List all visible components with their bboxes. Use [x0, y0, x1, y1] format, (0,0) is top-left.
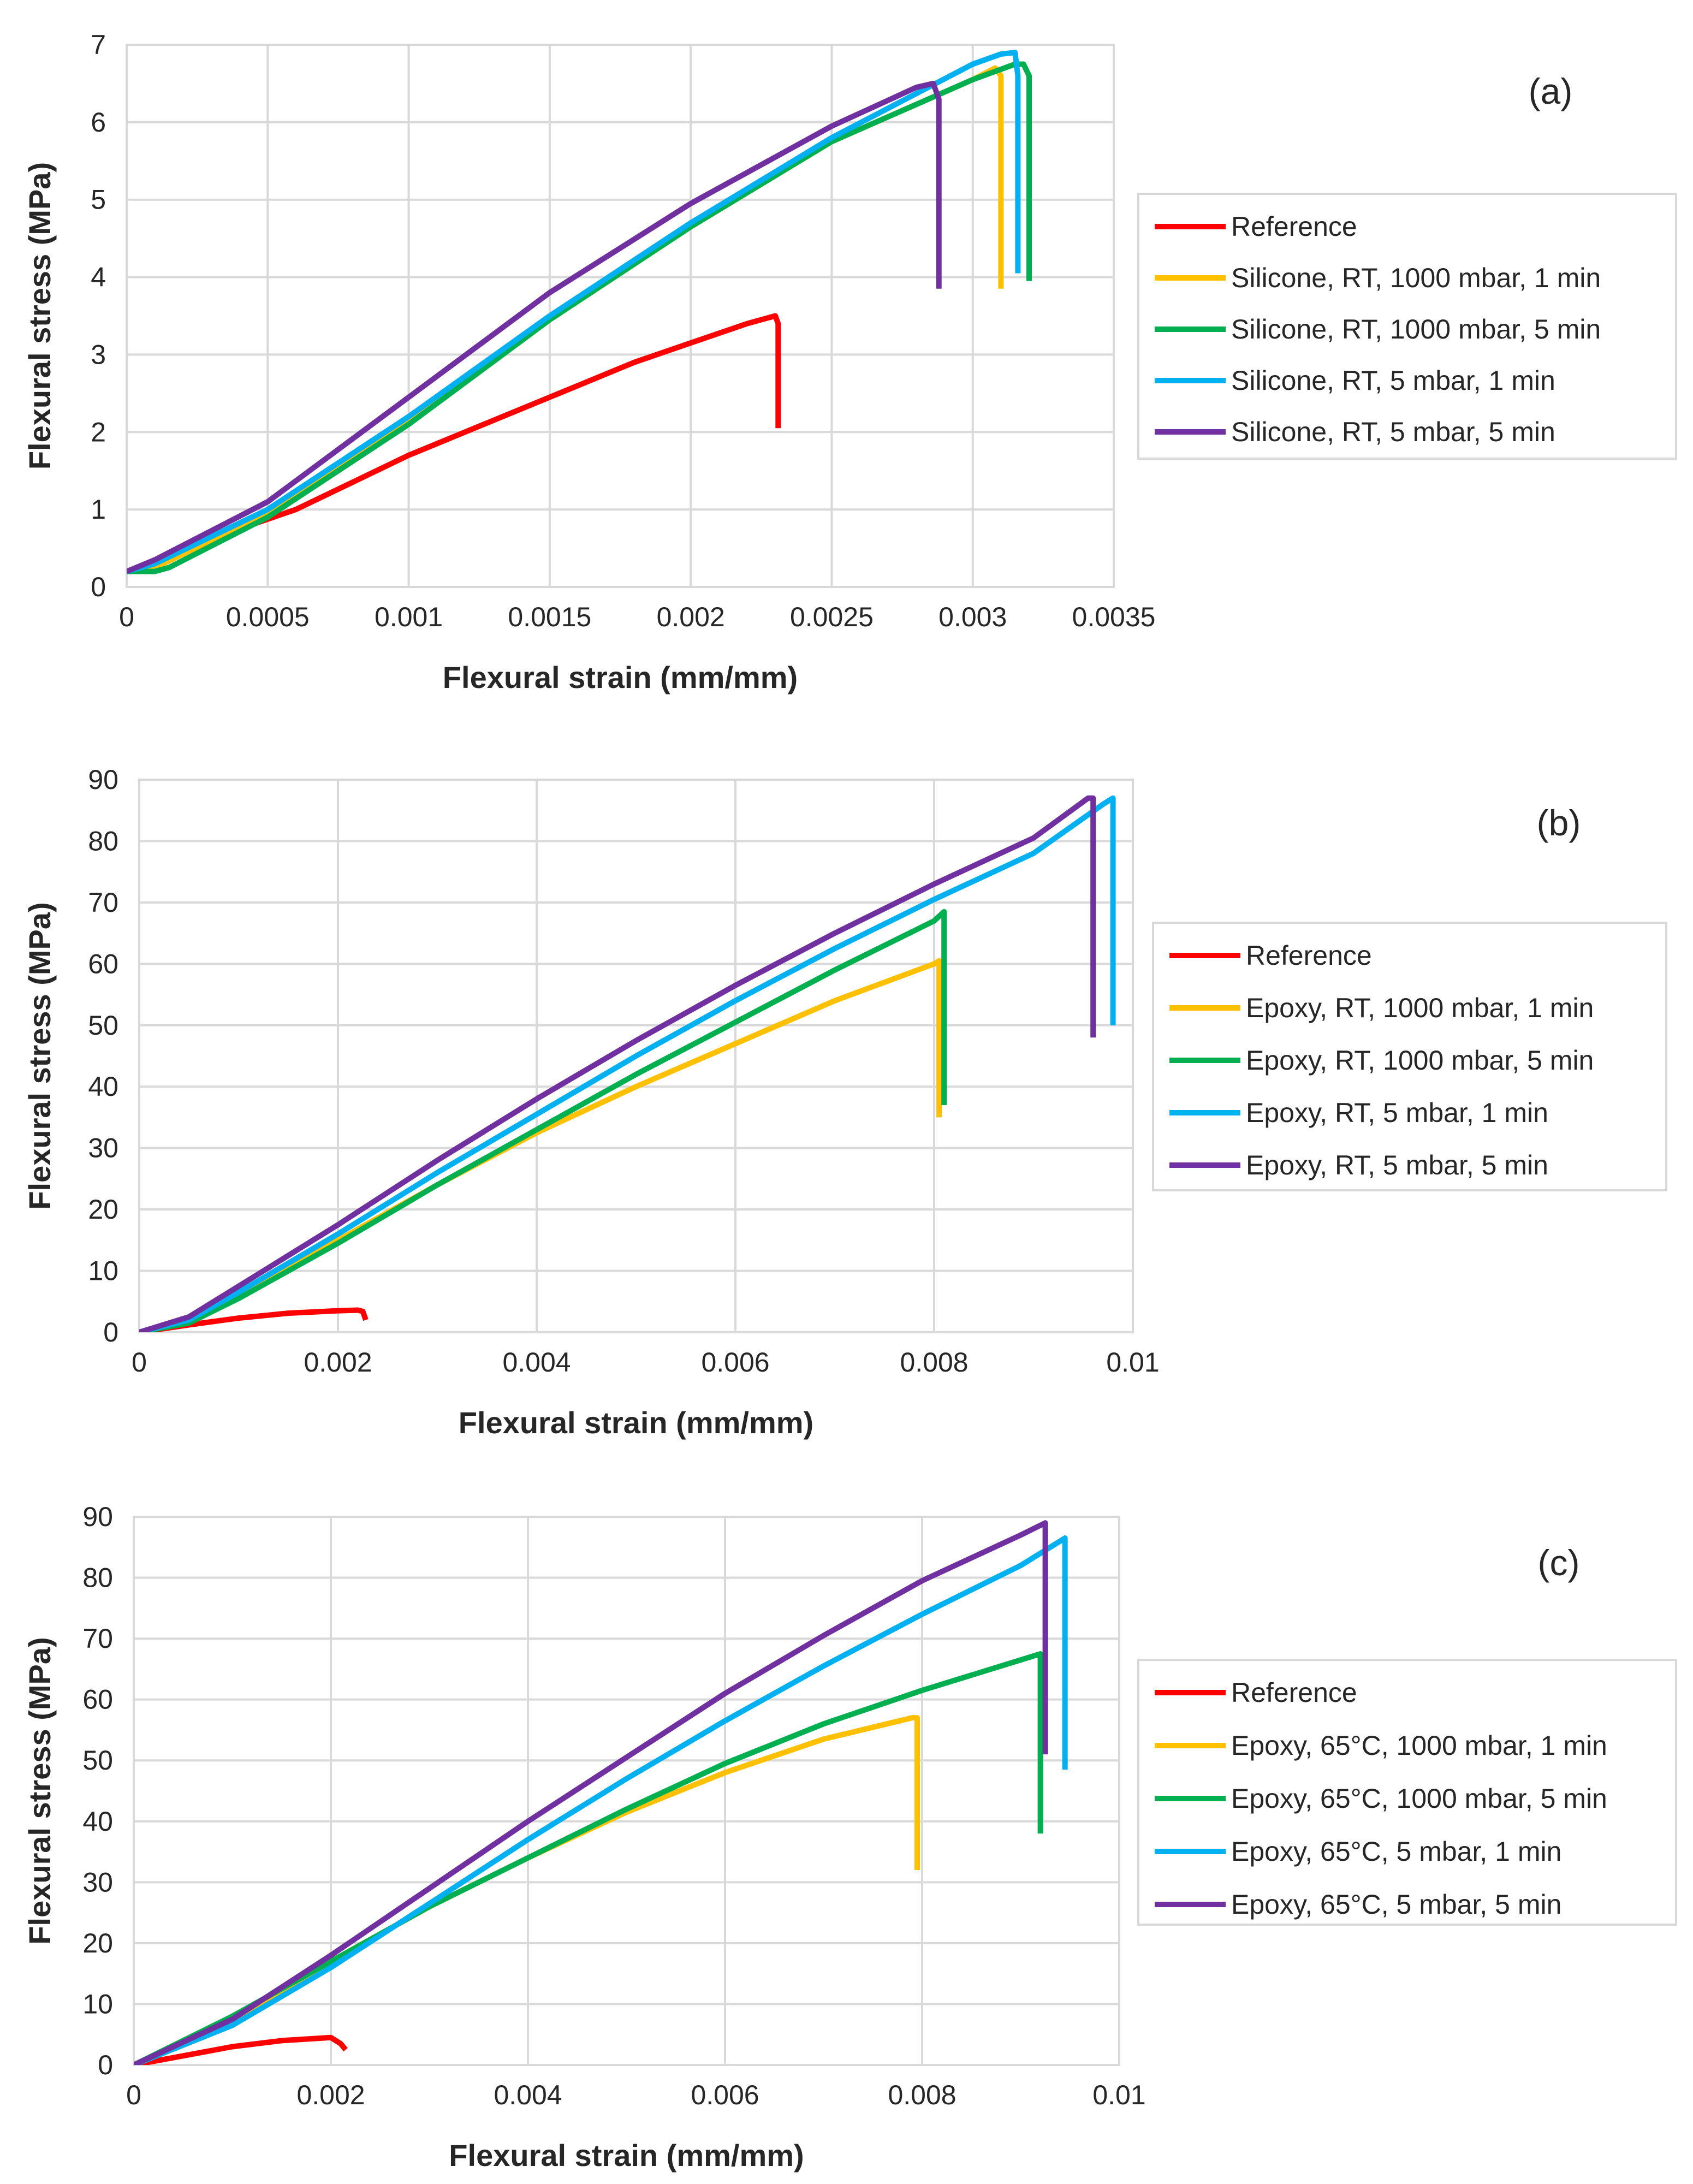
series-line-4 — [127, 80, 942, 574]
y-tick-label: 80 — [88, 826, 118, 856]
y-tick-label: 70 — [88, 887, 118, 918]
legend-label: Epoxy, 65°C, 1000 mbar, 1 min — [1231, 1730, 1607, 1761]
x-tick-label: 0.002 — [296, 2080, 365, 2110]
y-axis-title: Flexural stress (MPa) — [22, 1637, 57, 1944]
y-axis-title: Flexural stress (MPa) — [22, 162, 57, 470]
chart-panel-0: 0 0.0005 0.001 0.0015 0.002 0.0025 0.003 0.0035… — [22, 29, 1677, 695]
x-axis-title: Flexural strain (mm/mm) — [459, 1405, 813, 1440]
legend-label: Epoxy, 65°C, 5 mbar, 1 min — [1231, 1836, 1561, 1867]
series-line-0 — [134, 2034, 348, 2065]
series-line-2 — [139, 909, 947, 1332]
legend-label: Reference — [1246, 940, 1372, 971]
x-axis-title: Flexural strain (mm/mm) — [443, 660, 798, 695]
y-tick-label: 2 — [91, 417, 106, 447]
x-tick-label: 0.002 — [657, 602, 725, 632]
legend-label: Reference — [1231, 1677, 1357, 1708]
x-tick-label: 0.008 — [888, 2080, 956, 2110]
y-tick-label: 10 — [82, 1989, 113, 2019]
x-tick-label: 0.0005 — [226, 602, 310, 632]
y-tick-label: 5 — [91, 185, 106, 215]
y-tick-label: 4 — [91, 262, 106, 293]
panel-label: (a) — [1529, 71, 1573, 111]
y-tick-label: 30 — [82, 1867, 113, 1897]
y-tick-label: 60 — [88, 948, 118, 979]
y-tick-label: 60 — [82, 1684, 113, 1715]
x-tick-label: 0 — [119, 602, 134, 632]
legend-label: Epoxy, RT, 5 mbar, 5 min — [1246, 1150, 1548, 1180]
y-tick-label: 0 — [91, 572, 106, 602]
y-tick-label: 80 — [82, 1563, 113, 1593]
y-tick-label: 20 — [82, 1928, 113, 1959]
y-tick-label: 10 — [88, 1256, 118, 1286]
legend-label: Silicone, RT, 1000 mbar, 1 min — [1231, 263, 1601, 293]
y-tick-label: 0 — [98, 2050, 113, 2080]
x-tick-label: 0.0025 — [790, 602, 874, 632]
y-tick-label: 50 — [82, 1745, 113, 1776]
x-tick-label: 0.004 — [494, 2080, 562, 2110]
series-line-4 — [134, 1520, 1048, 2065]
y-tick-label: 90 — [82, 1502, 113, 1532]
legend-label: Epoxy, RT, 1000 mbar, 5 min — [1246, 1045, 1594, 1076]
series-line-0 — [139, 1307, 369, 1332]
x-tick-label: 0.0015 — [508, 602, 591, 632]
legend-label: Reference — [1231, 211, 1357, 242]
legend-label: Epoxy, RT, 5 mbar, 1 min — [1246, 1097, 1548, 1128]
x-tick-label: 0.01 — [1092, 2080, 1145, 2110]
y-tick-label: 20 — [88, 1194, 118, 1225]
x-tick-label: 0.006 — [701, 1347, 769, 1378]
chart-panel-2: 0 0.002 0.004 0.006 0.008 0.01 0 10 20 30 40 50 60 70… — [22, 1502, 1677, 2173]
plot-area — [133, 1516, 1120, 2066]
x-tick-label: 0.004 — [502, 1347, 571, 1378]
y-tick-label: 6 — [91, 107, 106, 138]
series-line-3 — [127, 50, 1021, 574]
x-tick-label: 0.001 — [375, 602, 443, 632]
x-tick-label: 0.008 — [900, 1347, 968, 1378]
x-tick-label: 0.006 — [691, 2080, 759, 2110]
x-tick-label: 0 — [126, 2080, 141, 2110]
legend-label: Epoxy, RT, 1000 mbar, 1 min — [1246, 993, 1594, 1023]
y-tick-label: 70 — [82, 1623, 113, 1654]
legend-label: Epoxy, 65°C, 5 mbar, 5 min — [1231, 1889, 1561, 1920]
y-tick-label: 30 — [88, 1133, 118, 1164]
y-tick-label: 1 — [91, 494, 106, 525]
x-tick-label: 0.003 — [938, 602, 1007, 632]
x-tick-label: 0.01 — [1106, 1347, 1159, 1378]
y-axis-title: Flexural stress (MPa) — [22, 902, 57, 1209]
x-tick-label: 0 — [132, 1347, 147, 1378]
legend-label: Epoxy, 65°C, 1000 mbar, 5 min — [1231, 1783, 1607, 1814]
legend-box — [1137, 193, 1677, 460]
y-tick-label: 7 — [91, 29, 106, 60]
x-tick-label: 0.002 — [304, 1347, 372, 1378]
legend-label: Silicone, RT, 5 mbar, 5 min — [1231, 417, 1555, 447]
y-tick-label: 0 — [103, 1317, 118, 1348]
series-line-2 — [127, 61, 1032, 574]
chart-panel-1: 0 0.002 0.004 0.006 0.008 0.01 0 10 20 30 40 50 60 70… — [22, 764, 1667, 1440]
panel-label: (c) — [1538, 1542, 1580, 1583]
panel-label: (b) — [1537, 803, 1581, 843]
series-line-2 — [134, 1651, 1043, 2065]
legend-box — [1137, 1659, 1677, 1926]
y-tick-label: 40 — [88, 1071, 118, 1102]
y-tick-label: 50 — [88, 1010, 118, 1041]
legend-box — [1152, 922, 1667, 1191]
x-tick-label: 0.0035 — [1072, 602, 1156, 632]
y-tick-label: 90 — [88, 764, 118, 795]
series-line-4 — [139, 795, 1096, 1332]
legend-label: Silicone, RT, 5 mbar, 1 min — [1231, 365, 1555, 396]
x-axis-title: Flexural strain (mm/mm) — [449, 2138, 804, 2173]
legend-label: Silicone, RT, 1000 mbar, 5 min — [1231, 314, 1601, 345]
y-tick-label: 40 — [82, 1806, 113, 1837]
series-line-3 — [134, 1535, 1068, 2065]
y-tick-label: 3 — [91, 339, 106, 370]
